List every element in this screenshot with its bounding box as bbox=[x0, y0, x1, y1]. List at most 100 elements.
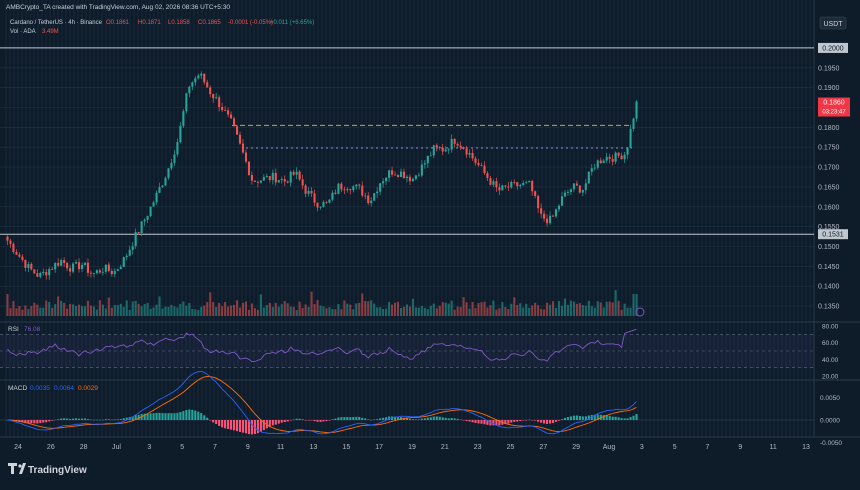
macd-histogram-bar bbox=[510, 420, 513, 423]
currency-badge[interactable] bbox=[819, 16, 847, 30]
macd-histogram-bar bbox=[388, 416, 391, 420]
candle-body bbox=[173, 154, 176, 163]
macd-histogram-bar bbox=[98, 419, 101, 421]
candle-body bbox=[280, 179, 283, 181]
macd-histogram-bar bbox=[617, 417, 620, 420]
volume-bar bbox=[247, 309, 251, 316]
macd-histogram-bar bbox=[549, 420, 552, 424]
volume-bar bbox=[221, 306, 224, 316]
candle-body bbox=[578, 185, 581, 193]
volume-label[interactable]: Vol · ADA bbox=[10, 29, 36, 35]
candle-body bbox=[537, 195, 540, 209]
volume-bar bbox=[379, 307, 382, 316]
candle-body bbox=[480, 165, 483, 167]
level-top-label: 0.2000 bbox=[818, 42, 848, 53]
candle-body bbox=[531, 180, 534, 192]
volume-bar bbox=[277, 306, 280, 316]
candle-body bbox=[274, 172, 277, 183]
volume-bar bbox=[77, 304, 81, 316]
volume-bar bbox=[268, 302, 271, 316]
price-tick-label: 0.1700 bbox=[818, 165, 840, 172]
candle-body bbox=[170, 162, 173, 169]
time-axis[interactable]: 24 26 28 Jul 3 5 7 9 11 13 15 17 19 21 23 25 27 29 Aug 3 5 7 9… bbox=[14, 444, 810, 451]
candle-body bbox=[6, 236, 9, 241]
candle-body bbox=[596, 160, 599, 168]
time-axis-label: 27 bbox=[539, 444, 547, 451]
volume-bar bbox=[301, 307, 304, 316]
volume-bar bbox=[388, 301, 391, 316]
candle-body bbox=[498, 187, 501, 191]
candle-body bbox=[283, 179, 286, 182]
macd-histogram-bar bbox=[224, 420, 227, 429]
macd-histogram-bar bbox=[158, 412, 161, 420]
volume-value: 3.49M bbox=[42, 29, 59, 35]
macd-histogram-bar bbox=[474, 420, 477, 423]
candle-body bbox=[474, 158, 477, 163]
tradingview-logo[interactable]: TradingView bbox=[8, 463, 87, 476]
macd-histogram-bar bbox=[480, 420, 483, 424]
macd-histogram-bar bbox=[608, 415, 611, 420]
volume-bar bbox=[420, 305, 423, 316]
macd-histogram-bar bbox=[107, 419, 110, 420]
candle-body bbox=[247, 161, 251, 176]
volume-bar bbox=[122, 306, 125, 316]
macd-label[interactable]: MACD bbox=[8, 385, 27, 392]
candle-body bbox=[337, 183, 340, 194]
volume-bar bbox=[486, 307, 489, 316]
candle-body bbox=[286, 181, 289, 183]
macd-histogram-bar bbox=[238, 420, 242, 432]
macd-histogram-bar bbox=[244, 420, 248, 434]
volume-bar bbox=[382, 309, 385, 316]
candle-body bbox=[191, 82, 194, 87]
macd-histogram-bar bbox=[194, 410, 197, 420]
macd-histogram-bar bbox=[212, 420, 215, 423]
price-tick-label: 0.1900 bbox=[818, 85, 840, 92]
rsi-label[interactable]: RSI bbox=[8, 326, 19, 333]
volume-bar bbox=[98, 300, 101, 316]
volume-bar bbox=[295, 309, 298, 316]
volume-bar bbox=[194, 309, 197, 316]
candle-body bbox=[569, 189, 572, 193]
volume-bar bbox=[241, 302, 245, 316]
volume-bar bbox=[432, 303, 435, 316]
time-axis-label: 13 bbox=[802, 444, 810, 451]
volume-bar bbox=[447, 303, 450, 316]
volume-bar bbox=[60, 300, 63, 316]
macd-histogram-bar bbox=[468, 420, 471, 422]
volume-bar bbox=[489, 305, 492, 316]
macd-histogram-bar bbox=[271, 420, 274, 426]
candle-body bbox=[83, 262, 87, 265]
candle-body bbox=[465, 148, 468, 155]
candle-body bbox=[271, 172, 274, 181]
rsi-tick-label: 80.00 bbox=[822, 324, 839, 331]
price-tick-label: 0.1550 bbox=[818, 224, 840, 231]
volume-bar bbox=[426, 309, 429, 316]
candle-body bbox=[417, 175, 420, 177]
candle-body bbox=[119, 266, 122, 270]
candle-body bbox=[560, 196, 564, 206]
volume-bar bbox=[441, 302, 444, 316]
replay-marker-icon[interactable] bbox=[635, 307, 645, 317]
volume-bar bbox=[227, 306, 230, 316]
macd-histogram-bar bbox=[146, 413, 149, 420]
time-axis-label: Jul bbox=[112, 444, 121, 451]
candle-body bbox=[322, 202, 325, 207]
candle-body bbox=[313, 193, 316, 203]
candle-body bbox=[57, 262, 60, 266]
candle-body bbox=[319, 206, 322, 208]
macd-histogram-bar bbox=[89, 419, 93, 421]
macd-tick-label: 0.0050 bbox=[820, 395, 840, 402]
currency-badge-label[interactable]: USDT bbox=[823, 21, 843, 28]
symbol-title[interactable]: Cardano / TetherUS · 4h · Binance bbox=[10, 20, 103, 26]
countdown-value: 03:23:47 bbox=[822, 110, 846, 116]
macd-histogram-bar bbox=[376, 419, 379, 420]
volume-bar bbox=[471, 302, 474, 316]
macd-histogram-bar bbox=[230, 420, 233, 430]
volume-bar bbox=[537, 305, 540, 316]
candle-body bbox=[483, 165, 486, 174]
macd-histogram-bar bbox=[274, 420, 277, 425]
candle-body bbox=[262, 177, 265, 181]
macd-histogram-bar bbox=[209, 420, 212, 421]
volume-bar bbox=[528, 307, 531, 316]
